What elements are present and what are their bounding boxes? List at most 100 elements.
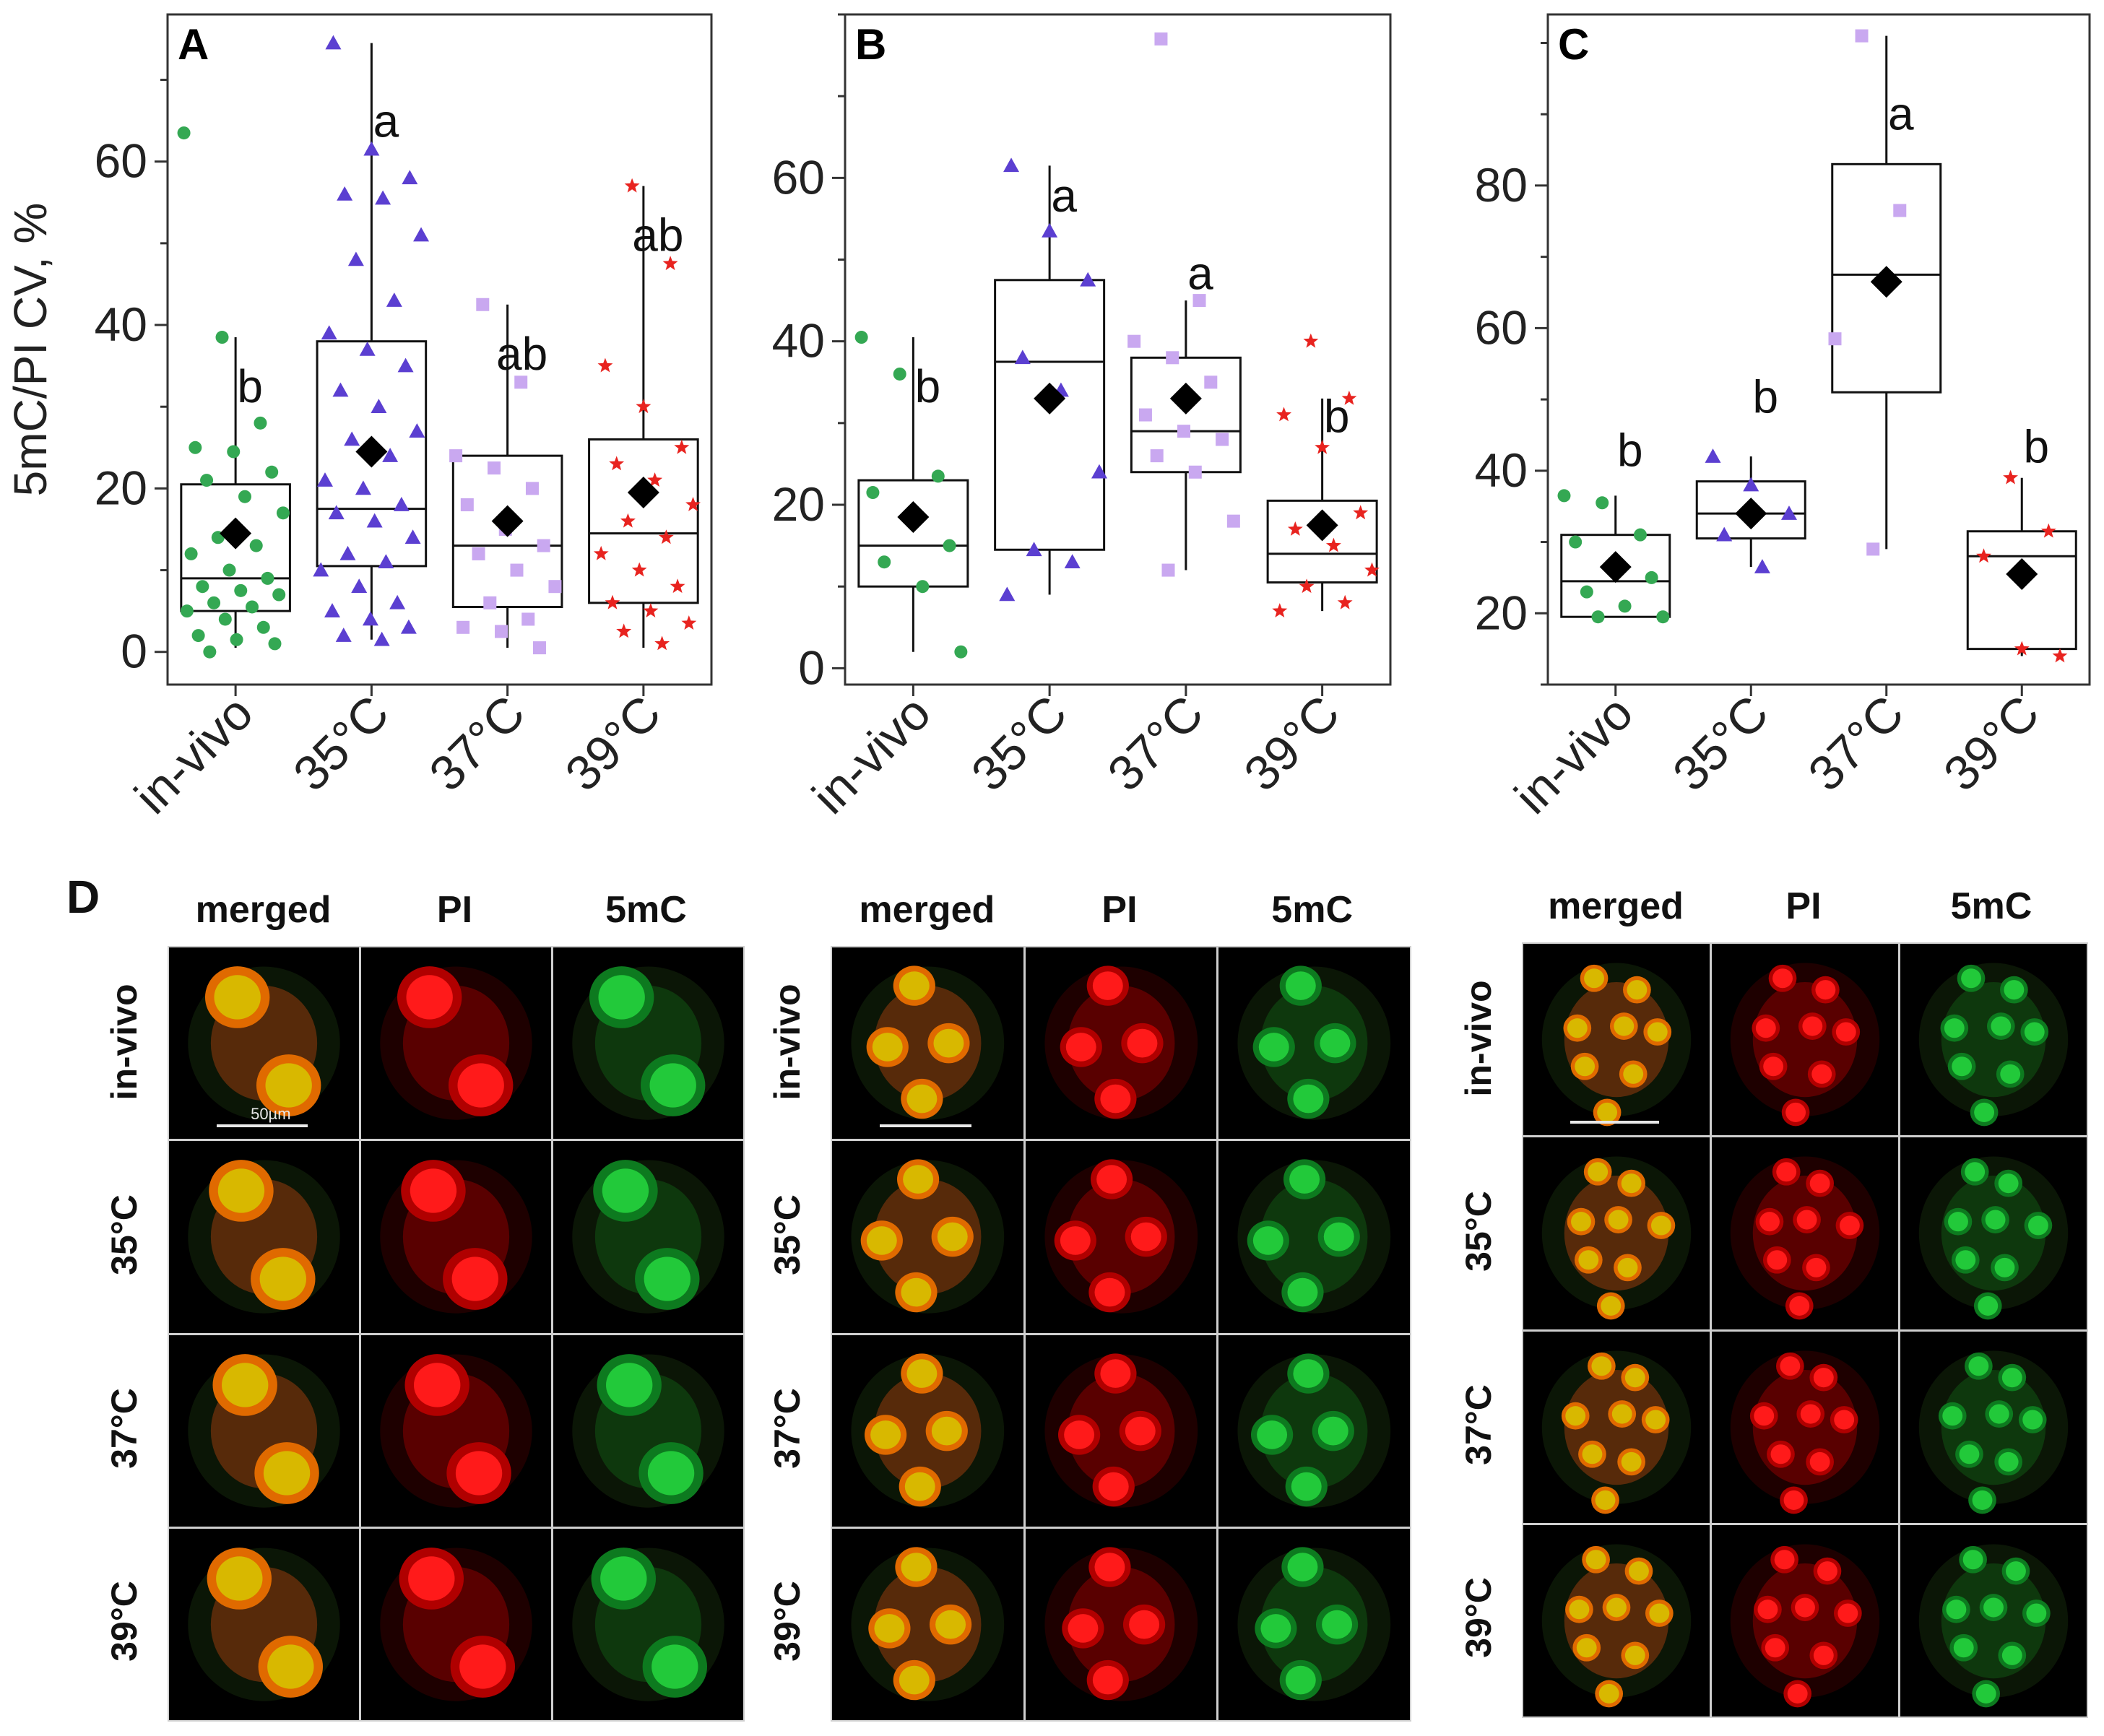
embryo-image xyxy=(1730,963,1880,1127)
micrograph-pi xyxy=(361,1528,551,1720)
nucleus-core xyxy=(1649,1603,1670,1623)
significance-letter: a xyxy=(373,95,399,147)
data-point xyxy=(1557,489,1571,503)
nucleus-core xyxy=(2022,1409,2043,1430)
nucleus-core xyxy=(1320,1028,1351,1058)
nucleus-core xyxy=(1772,968,1793,989)
column-header-merged: merged xyxy=(1548,885,1684,927)
nucleus-core xyxy=(451,1257,498,1301)
row-label-39c: 39°C xyxy=(104,1581,144,1662)
data-point xyxy=(389,594,406,609)
data-point xyxy=(227,445,241,459)
row-label-39c: 39°C xyxy=(1458,1577,1499,1659)
data-point xyxy=(397,357,414,373)
embryo-image xyxy=(572,966,724,1120)
nucleus-core xyxy=(1785,1102,1806,1122)
nucleus-core xyxy=(1617,1258,1638,1278)
nucleus-core xyxy=(1955,1250,1976,1270)
nucleus-core xyxy=(1098,1472,1129,1501)
embryo-image xyxy=(1044,1547,1198,1701)
nucleus-core xyxy=(1624,1367,1645,1387)
data-point xyxy=(1591,610,1605,624)
data-point xyxy=(636,399,651,414)
data-point xyxy=(355,480,371,495)
data-point xyxy=(362,611,378,626)
micrograph-pi xyxy=(361,1334,551,1527)
data-point xyxy=(1580,585,1593,599)
embryo-image xyxy=(1918,1156,2069,1320)
data-point xyxy=(878,555,891,569)
data-point xyxy=(366,513,383,528)
iqr-box xyxy=(857,479,969,588)
data-point xyxy=(268,637,282,651)
significance-letter: ab xyxy=(496,328,547,380)
data-point xyxy=(1325,537,1341,552)
embryo-image xyxy=(1237,1547,1391,1701)
data-point xyxy=(2003,469,2018,485)
x-tick-label: in-vivo xyxy=(124,685,264,825)
nucleus-core xyxy=(1985,1210,2006,1230)
data-point xyxy=(1866,542,1880,556)
embryo-image xyxy=(1237,965,1391,1120)
data-point xyxy=(404,529,421,544)
nucleus-core xyxy=(1959,1444,1980,1464)
nucleus-core xyxy=(906,1358,938,1388)
nucleus-core xyxy=(1783,1490,1804,1510)
nucleus-core xyxy=(931,1416,962,1445)
plot-frame xyxy=(166,13,713,686)
significance-letter: b xyxy=(1324,390,1350,442)
nucleus-core xyxy=(1588,1162,1609,1182)
nucleus-core xyxy=(1578,1250,1599,1270)
x-tick-label: 39°C xyxy=(1934,685,2050,802)
data-point xyxy=(337,186,353,201)
micrograph-5mc xyxy=(553,1334,743,1527)
nucleus-core xyxy=(1767,1250,1788,1270)
data-point xyxy=(2014,641,2030,656)
data-point xyxy=(200,474,214,487)
nucleus-core xyxy=(1948,1212,1968,1232)
data-point xyxy=(218,612,232,626)
data-point xyxy=(363,141,380,156)
nucleus-core xyxy=(1780,1355,1801,1376)
nucleus-core xyxy=(1988,1404,2009,1424)
column-header-pi: PI xyxy=(436,889,473,931)
nucleus-core xyxy=(903,1165,934,1194)
data-point xyxy=(1705,448,1721,463)
nucleus-core xyxy=(1650,1215,1671,1236)
data-point xyxy=(1656,610,1670,624)
micrograph-merged xyxy=(169,1528,359,1720)
nucleus-core xyxy=(1324,1223,1355,1251)
nucleus-core xyxy=(1582,1444,1603,1464)
data-point xyxy=(409,423,425,438)
data-point xyxy=(1716,526,1733,542)
nucleus-core xyxy=(1293,1358,1324,1388)
data-point xyxy=(495,625,508,638)
data-point xyxy=(375,190,391,205)
nucleus-core xyxy=(1100,1084,1131,1114)
micrograph-grid-8-cell xyxy=(1522,942,2088,1718)
data-point xyxy=(456,620,470,634)
box-in-vivo: b xyxy=(1557,425,1671,624)
y-tick-label: 40 xyxy=(1475,443,1528,497)
data-point xyxy=(276,506,290,520)
data-point xyxy=(449,449,463,463)
data-point xyxy=(1226,514,1240,528)
embryo-image xyxy=(188,966,340,1120)
nucleus-core xyxy=(1565,1405,1586,1425)
nucleus-core xyxy=(1068,1613,1099,1643)
scale-bar-label: 50µm xyxy=(251,1105,291,1124)
nucleus-core xyxy=(410,1168,457,1213)
iqr-box xyxy=(1560,534,1671,618)
y-tick-label: 20 xyxy=(1475,586,1528,639)
nucleus-core xyxy=(1796,1210,1817,1230)
embryo-glow xyxy=(1067,1566,1175,1682)
data-point xyxy=(620,513,636,528)
nucleus-core xyxy=(2027,1215,2048,1236)
micrograph-5mc xyxy=(1900,1331,2087,1523)
nucleus-core xyxy=(1287,1552,1318,1581)
y-tick-label: 40 xyxy=(95,298,147,351)
nucleus-core xyxy=(455,1450,503,1496)
micrograph-merged xyxy=(1523,1524,1710,1717)
box-35°C: a xyxy=(994,157,1107,602)
data-point xyxy=(631,562,647,577)
